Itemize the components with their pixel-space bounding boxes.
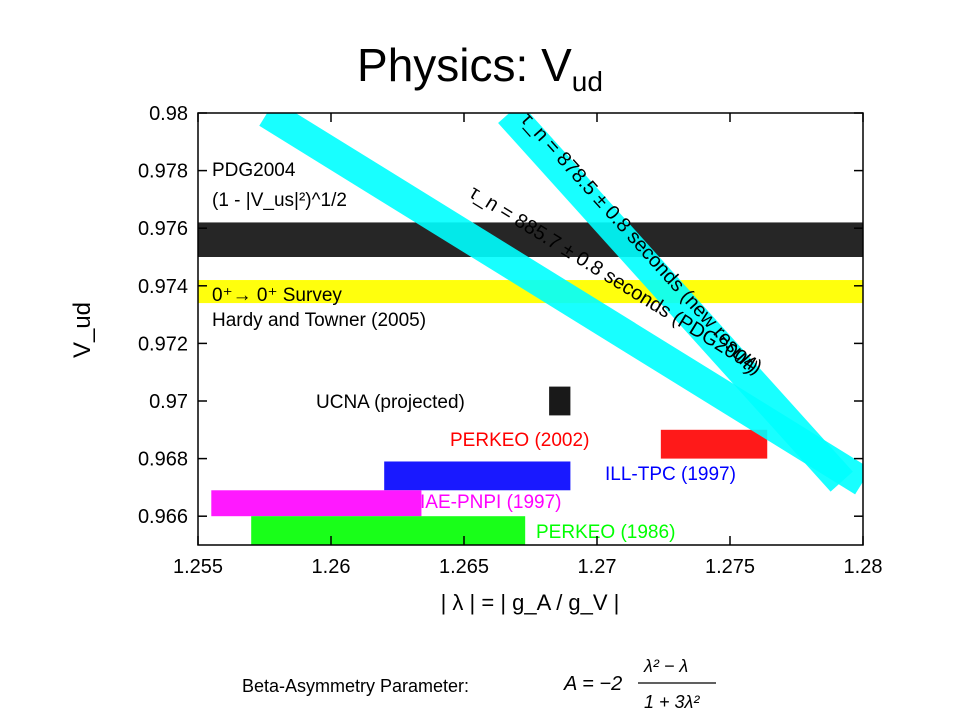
measurement-label: IAE-PNPI (1997) <box>420 492 562 513</box>
x-tick-label: 1.26 <box>312 556 351 578</box>
measurement-label: PERKEO (1986) <box>536 522 675 543</box>
measurement-box <box>251 516 526 545</box>
band-label: Hardy and Towner (2005) <box>212 310 426 331</box>
y-tick-label: 0.974 <box>138 276 188 298</box>
measurement-box <box>384 461 571 491</box>
x-tick-label: 1.255 <box>173 556 223 578</box>
measurement-box <box>549 386 571 416</box>
y-axis-label: V_ud <box>69 302 96 358</box>
y-tick-label: 0.97 <box>149 391 188 413</box>
x-tick-label: 1.275 <box>705 556 755 578</box>
formula-lhs: A = −2 <box>563 673 622 695</box>
x-axis-label: | λ | = | g_A / g_V | <box>441 590 620 615</box>
y-tick-label: 0.968 <box>138 449 188 471</box>
y-tick-label: 0.976 <box>138 218 188 240</box>
plot-frame <box>197 112 864 546</box>
formula-denominator: 1 + 3λ² <box>644 692 700 712</box>
measurement-box <box>660 429 768 459</box>
band-label: 0⁺→ 0⁺ Survey <box>212 285 342 306</box>
asymmetry-formula: A = −2 λ² − λ 1 + 3λ² <box>563 656 716 712</box>
band-label: PDG2004 <box>212 160 296 181</box>
title-main: Physics: V <box>357 39 572 91</box>
y-tick-label: 0.98 <box>149 103 188 125</box>
formula-numerator: λ² − λ <box>643 656 688 676</box>
y-tick-label: 0.978 <box>138 161 188 183</box>
measurement-label: ILL-TPC (1997) <box>605 464 736 485</box>
y-tick-label: 0.972 <box>138 333 188 355</box>
measurement-label: PERKEO (2002) <box>450 430 589 451</box>
slide-title: Physics: Vud <box>0 38 960 98</box>
diagonal-band <box>259 113 863 495</box>
band-label: (1 - |V_us|²)^1/2 <box>212 190 347 211</box>
x-tick-label: 1.265 <box>439 556 489 578</box>
horizontal-band <box>198 222 863 257</box>
x-tick-label: 1.27 <box>578 556 617 578</box>
x-tick-label: 1.28 <box>844 556 883 578</box>
measurement-box <box>211 490 422 517</box>
footer-label: Beta-Asymmetry Parameter: <box>242 676 470 696</box>
measurement-label: UCNA (projected) <box>316 392 465 413</box>
y-tick-label: 0.966 <box>138 506 188 528</box>
title-subscript: ud <box>571 66 603 97</box>
